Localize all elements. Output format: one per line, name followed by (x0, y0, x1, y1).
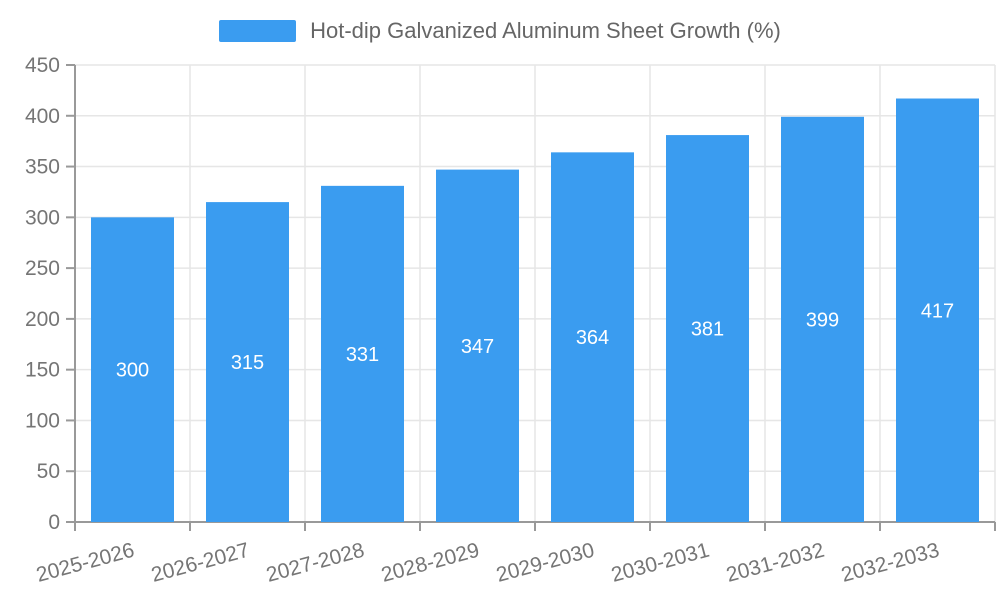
y-axis-tick-label: 200 (25, 308, 60, 331)
bar[interactable] (781, 116, 864, 522)
x-axis-tick-label: 2030-2031 (609, 539, 712, 587)
bar[interactable] (666, 135, 749, 522)
x-axis-tick-label: 2025-2026 (34, 539, 137, 587)
bar[interactable] (91, 217, 174, 523)
y-axis-tick-label: 400 (25, 105, 60, 128)
x-axis-tick-label: 2027-2028 (264, 539, 367, 587)
x-axis-tick-label: 2031-2032 (724, 539, 827, 587)
legend-label: Hot-dip Galvanized Aluminum Sheet Growth… (310, 18, 781, 43)
y-axis-tick-label: 250 (25, 257, 60, 280)
bar-value-label: 347 (461, 336, 494, 358)
bar[interactable] (436, 169, 519, 522)
bar[interactable] (321, 185, 404, 522)
y-axis-tick-label: 0 (48, 511, 60, 534)
bar-value-label: 364 (576, 327, 609, 349)
y-axis-tick-label: 350 (25, 156, 60, 179)
y-axis-tick-label: 450 (25, 54, 60, 77)
y-axis-tick-label: 50 (37, 460, 60, 483)
bar[interactable] (206, 202, 289, 522)
bar-value-label: 315 (231, 352, 264, 374)
bar-value-label: 417 (921, 300, 954, 322)
x-axis-tick-label: 2028-2029 (379, 539, 482, 587)
y-axis-tick-label: 300 (25, 206, 60, 229)
x-axis-tick-label: 2032-2033 (839, 539, 942, 587)
x-axis-tick-label: 2026-2027 (149, 539, 252, 587)
y-axis-tick-label: 100 (25, 409, 60, 432)
legend-item[interactable]: Hot-dip Galvanized Aluminum Sheet Growth… (0, 19, 1000, 43)
bar[interactable] (551, 152, 634, 523)
bar-value-label: 381 (691, 319, 724, 341)
bar-value-label: 399 (806, 309, 839, 331)
bar-value-label: 331 (346, 344, 379, 366)
bar[interactable] (896, 98, 979, 522)
bar-value-label: 300 (116, 360, 149, 382)
legend-swatch (219, 20, 297, 42)
y-axis-tick-label: 150 (25, 359, 60, 382)
x-axis-tick-label: 2029-2030 (494, 539, 597, 587)
